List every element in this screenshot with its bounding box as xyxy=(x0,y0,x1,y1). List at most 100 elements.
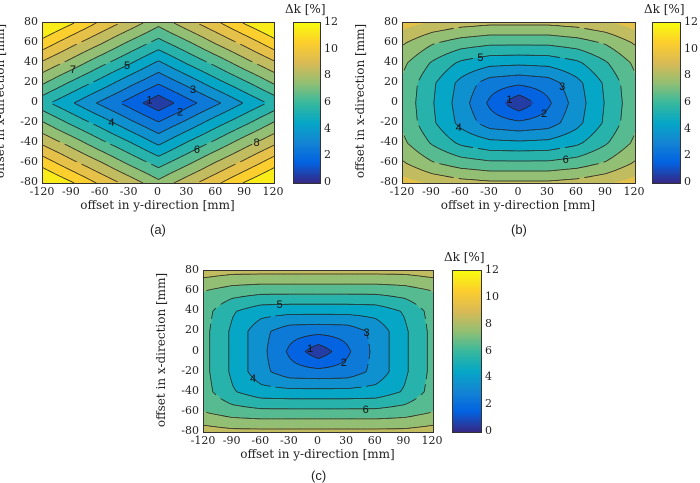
contour-fill xyxy=(403,23,635,183)
colorbar xyxy=(293,22,321,184)
contour-lines: 1 2 3 4 5 6 xyxy=(402,24,636,182)
contour-label: 1 xyxy=(307,343,313,355)
contour-line-level-3 xyxy=(96,72,221,134)
colorbar-tick-label: 4 xyxy=(684,121,691,135)
x-tick-label: 120 xyxy=(262,185,284,198)
y-tick-label: 20 xyxy=(384,75,398,88)
contour-line-level-4 xyxy=(73,60,244,146)
x-tick-label: 0 xyxy=(314,434,321,447)
contour-label: 6 xyxy=(563,154,569,166)
x-tick-label: 60 xyxy=(569,185,583,198)
x-axis-label: offset in y-direction [mm] xyxy=(80,198,235,212)
plot-area: 1 2 3 4 5 6 xyxy=(402,22,636,184)
y-tick-label: 80 xyxy=(384,15,398,28)
contour-line-level-6 xyxy=(209,293,428,410)
x-tick-label: -60 xyxy=(90,185,109,198)
contour-label: 7 xyxy=(70,64,76,76)
contour-label: 6 xyxy=(363,404,369,416)
contour-line-level-8 xyxy=(203,273,434,430)
contour-line-level-2 xyxy=(486,84,552,122)
y-tick-label: -80 xyxy=(380,175,398,188)
contour-line-level-5 xyxy=(228,303,409,400)
colorbar-tick-label: 12 xyxy=(684,15,698,28)
colorbar-tick-label: 2 xyxy=(485,397,492,411)
contour-lines: 1 2 3 4 5 6 xyxy=(203,273,434,430)
x-tick-label: -30 xyxy=(280,434,298,447)
y-tick-label: 60 xyxy=(384,35,398,48)
contour-label: 5 xyxy=(124,60,130,72)
colorbar-tick-label: 8 xyxy=(684,68,691,82)
x-tick-label: 0 xyxy=(514,185,522,198)
y-tick-label: 40 xyxy=(24,55,38,68)
y-tick-label: 80 xyxy=(24,15,38,28)
x-tick-label: 90 xyxy=(237,185,252,198)
contour-label: 8 xyxy=(253,137,259,149)
contour-line-level-7 xyxy=(403,34,635,172)
y-tick-label: 0 xyxy=(31,95,38,108)
colorbar-tick-label: 10 xyxy=(684,41,698,55)
y-tick-label: -40 xyxy=(181,383,199,397)
contour-line-level-10 xyxy=(42,22,275,184)
y-tick-label: 40 xyxy=(185,303,199,317)
y-tick-label: 80 xyxy=(185,263,199,276)
contour-label: 5 xyxy=(477,52,483,64)
y-tick-label: -60 xyxy=(380,155,398,168)
x-tick-label: 30 xyxy=(339,434,354,447)
x-tick-label: -90 xyxy=(62,185,80,198)
y-tick-label: -80 xyxy=(181,424,199,437)
y-tick-label: -60 xyxy=(20,155,38,168)
panel-caption: (a) xyxy=(150,222,166,237)
colorbar xyxy=(652,22,681,184)
contour-line-level-9 xyxy=(42,23,275,183)
x-axis-label: offset in y-direction [mm] xyxy=(440,198,596,212)
x-tick-label: 90 xyxy=(396,434,411,447)
x-tick-label: 120 xyxy=(421,434,443,447)
y-tick-label: 0 xyxy=(391,95,398,108)
contour-fill xyxy=(204,271,433,432)
contour-line-level-4 xyxy=(247,313,390,390)
colorbar-tick-label: 12 xyxy=(324,15,338,28)
x-tick-label: -30 xyxy=(119,185,138,198)
contour-line-level-6 xyxy=(42,37,275,169)
y-tick-label: 0 xyxy=(192,343,199,357)
colorbar-tick-label: 12 xyxy=(485,263,499,276)
contour-line-level-7 xyxy=(42,26,275,180)
colorbar-tick-label: 4 xyxy=(324,121,331,135)
plot-area: 1 2 3 4 5 6 xyxy=(203,270,434,433)
y-tick-label: 20 xyxy=(24,75,38,88)
x-tick-label: -90 xyxy=(422,185,440,198)
contour-line-level-5 xyxy=(433,54,605,152)
x-tick-label: 120 xyxy=(623,185,645,198)
contour-line-level-3 xyxy=(266,323,371,380)
y-tick-label: -60 xyxy=(181,403,199,417)
contour-label: 2 xyxy=(341,357,347,369)
colorbar-tick-label: 2 xyxy=(324,148,331,162)
x-tick-label: 0 xyxy=(154,185,161,198)
colorbar-title: Δk [%] xyxy=(444,250,485,264)
y-tick-label: -20 xyxy=(181,363,199,377)
contour-line-level-8 xyxy=(42,22,275,184)
contour-line-level-5 xyxy=(52,49,265,157)
contour-line-level-7 xyxy=(206,283,431,420)
colorbar-title: Δk [%] xyxy=(644,2,685,16)
contour-line-level-1 xyxy=(506,94,532,112)
contour-label: 2 xyxy=(541,108,547,120)
contour-line-level-3 xyxy=(469,74,569,132)
panel-caption: (c) xyxy=(311,468,327,483)
y-tick-label: -40 xyxy=(380,135,398,148)
contour-label: 1 xyxy=(146,94,152,106)
contour-label: 5 xyxy=(277,299,283,311)
contour-label: 4 xyxy=(108,117,114,129)
contour-line-level-2 xyxy=(285,334,352,369)
contour-line-level-2 xyxy=(122,83,198,123)
contour-line-level-11 xyxy=(42,22,275,184)
colorbar-tick-label: 6 xyxy=(324,95,331,108)
contour-line-level-6 xyxy=(415,44,623,162)
x-tick-label: 30 xyxy=(179,185,194,198)
contour-label: 3 xyxy=(559,81,565,93)
